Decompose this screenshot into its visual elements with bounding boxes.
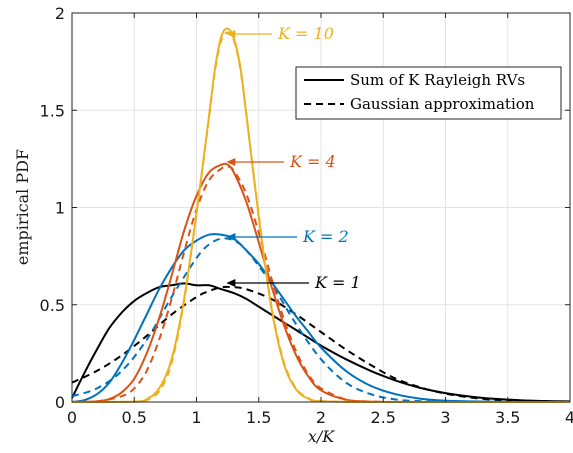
legend: Sum of K Rayleigh RVs Gaussian approxima… — [295, 66, 562, 120]
series-line-k2-solid — [71, 233, 570, 403]
x-tick-label: 4 — [565, 408, 573, 427]
annotation-label: K = 10 — [277, 24, 334, 43]
annotation-arrowhead — [226, 233, 236, 241]
x-tick-label: 3.5 — [495, 408, 520, 427]
legend-entry-solid: Sum of K Rayleigh RVs — [350, 71, 525, 89]
x-tick-label: 2.5 — [371, 408, 396, 427]
series-line-k1-dashed — [71, 285, 571, 403]
annotation-label: K = 2 — [302, 227, 349, 246]
y-tick-label: 0 — [55, 393, 65, 412]
series-line-k4-dashed — [71, 165, 570, 404]
annotation-arrowhead — [226, 279, 236, 287]
series-line-k10-dashed — [71, 31, 570, 404]
annotation-label: K = 1 — [314, 273, 361, 292]
annotations: K = 10 K = 4 K = 2 K = 1 — [226, 24, 361, 292]
x-tick-label: 0 — [67, 408, 77, 427]
series-line-k10-solid — [71, 27, 570, 404]
y-tick-label: 1 — [55, 199, 65, 218]
y-tick-label: 0.5 — [40, 296, 65, 315]
x-tick-label: 3 — [440, 408, 450, 427]
legend-box — [295, 66, 562, 120]
annotation-label: K = 4 — [289, 152, 336, 171]
x-tick-label: 1 — [191, 408, 201, 427]
x-tick-label: 2 — [316, 408, 326, 427]
annotation-arrowhead — [226, 30, 236, 38]
plot-lines — [71, 27, 571, 404]
x-axis-title: x/K — [308, 427, 335, 446]
x-tick-labels: 0 0.5 1 1.5 2 2.5 3 3.5 4 — [67, 408, 573, 427]
y-tick-labels: 0 0.5 1 1.5 2 — [40, 4, 65, 412]
x-tick-label: 0.5 — [122, 408, 147, 427]
axis-ticks — [71, 12, 571, 403]
y-axis-title: empirical PDF — [13, 149, 32, 265]
y-tick-label: 2 — [55, 4, 65, 23]
x-tick-label: 1.5 — [246, 408, 271, 427]
y-tick-label: 1.5 — [40, 101, 65, 120]
annotation-arrowhead — [226, 158, 236, 166]
legend-entry-dashed: Gaussian approximation — [350, 95, 535, 113]
series-line-k1-solid — [71, 282, 571, 403]
